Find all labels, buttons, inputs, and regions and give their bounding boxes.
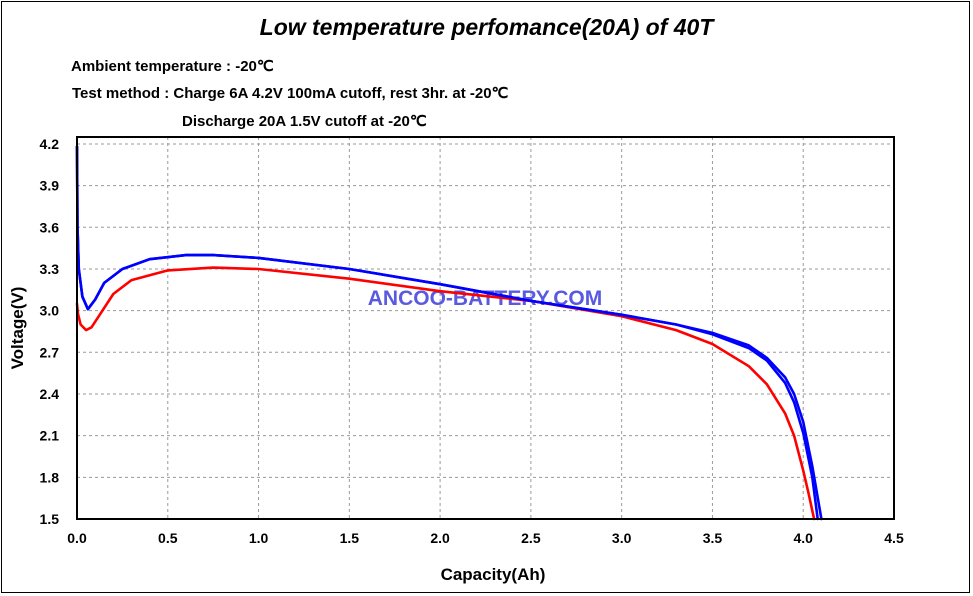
y-tick-label: 2.7 bbox=[40, 344, 60, 360]
y-tick-label: 4.2 bbox=[40, 136, 60, 152]
x-tick-label: 2.5 bbox=[521, 530, 541, 546]
tick-labels: 0.0 0.5 1.0 1.5 2.0 2.5 3.0 3.5 4.0 4.5 1.5 1.8 2.1 2… bbox=[40, 136, 904, 546]
x-tick-label: 3.5 bbox=[703, 530, 723, 546]
y-tick-label: 3.9 bbox=[40, 178, 60, 194]
series-group bbox=[75, 145, 823, 521]
y-tick-label: 2.4 bbox=[40, 386, 60, 402]
chart-title: Low temperature perfomance(20A) of 40T bbox=[259, 14, 714, 40]
series-line-3 bbox=[75, 145, 823, 521]
x-tick-label: 3.0 bbox=[612, 530, 632, 546]
test-method-note: Test method : Charge 6A 4.2V 100mA cutof… bbox=[72, 85, 509, 102]
x-tick-label: 4.5 bbox=[884, 530, 904, 546]
y-axis-label: Voltage(V) bbox=[8, 287, 27, 370]
ambient-temperature-note: Ambient temperature : -20℃ bbox=[71, 58, 274, 75]
y-tick-label: 3.6 bbox=[40, 219, 60, 235]
y-tick-label: 1.5 bbox=[40, 511, 60, 527]
x-tick-label: 0.0 bbox=[67, 530, 87, 546]
y-tick-label: 3.3 bbox=[40, 261, 60, 277]
x-tick-label: 1.0 bbox=[249, 530, 269, 546]
x-tick-label: 1.5 bbox=[340, 530, 360, 546]
y-tick-label: 1.8 bbox=[40, 469, 60, 485]
plot-area-border bbox=[76, 136, 895, 520]
x-axis-label: Capacity(Ah) bbox=[441, 565, 546, 584]
y-tick-label: 2.1 bbox=[40, 428, 60, 444]
discharge-note: Discharge 20A 1.5V cutoff at -20℃ bbox=[182, 113, 427, 130]
x-tick-label: 4.0 bbox=[793, 530, 813, 546]
y-tick-label: 3.0 bbox=[40, 303, 60, 319]
x-tick-label: 2.0 bbox=[430, 530, 450, 546]
series-line-1 bbox=[75, 266, 816, 521]
grid bbox=[77, 137, 894, 519]
x-tick-label: 0.5 bbox=[158, 530, 178, 546]
